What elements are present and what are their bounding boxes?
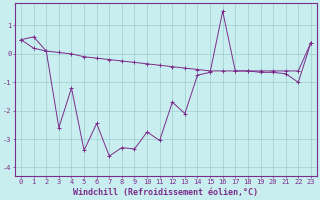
X-axis label: Windchill (Refroidissement éolien,°C): Windchill (Refroidissement éolien,°C) <box>74 188 259 197</box>
